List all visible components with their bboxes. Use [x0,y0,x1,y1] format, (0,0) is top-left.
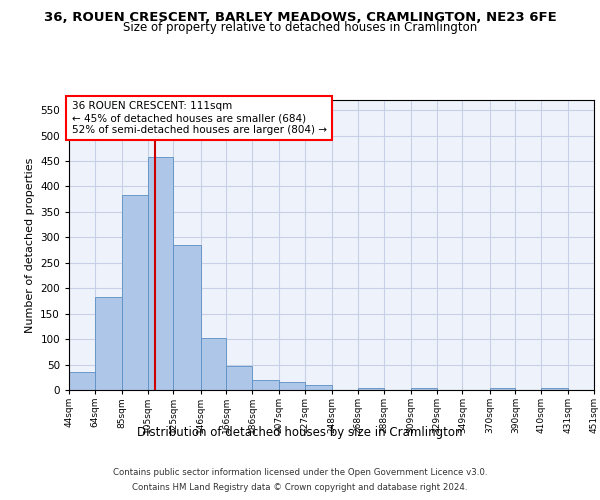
Bar [305,386,332,390]
Bar [148,158,173,390]
Text: Size of property relative to detached houses in Cramlington: Size of property relative to detached ho… [123,21,477,34]
Bar [95,297,122,390]
Bar [411,388,437,390]
Bar [490,388,515,390]
Bar [200,338,226,390]
Text: Distribution of detached houses by size in Cramlington: Distribution of detached houses by size … [137,426,463,439]
Bar [69,372,95,390]
Text: 36, ROUEN CRESCENT, BARLEY MEADOWS, CRAMLINGTON, NE23 6FE: 36, ROUEN CRESCENT, BARLEY MEADOWS, CRAM… [44,11,556,24]
Bar [252,380,279,390]
Bar [358,388,384,390]
Text: 36 ROUEN CRESCENT: 111sqm
← 45% of detached houses are smaller (684)
52% of semi: 36 ROUEN CRESCENT: 111sqm ← 45% of detac… [71,102,326,134]
Bar [173,245,200,390]
Bar [541,388,568,390]
Text: Contains HM Land Registry data © Crown copyright and database right 2024.: Contains HM Land Registry data © Crown c… [132,483,468,492]
Bar [279,382,305,390]
Bar [226,366,252,390]
Bar [122,194,148,390]
Text: Contains public sector information licensed under the Open Government Licence v3: Contains public sector information licen… [113,468,487,477]
Y-axis label: Number of detached properties: Number of detached properties [25,158,35,332]
